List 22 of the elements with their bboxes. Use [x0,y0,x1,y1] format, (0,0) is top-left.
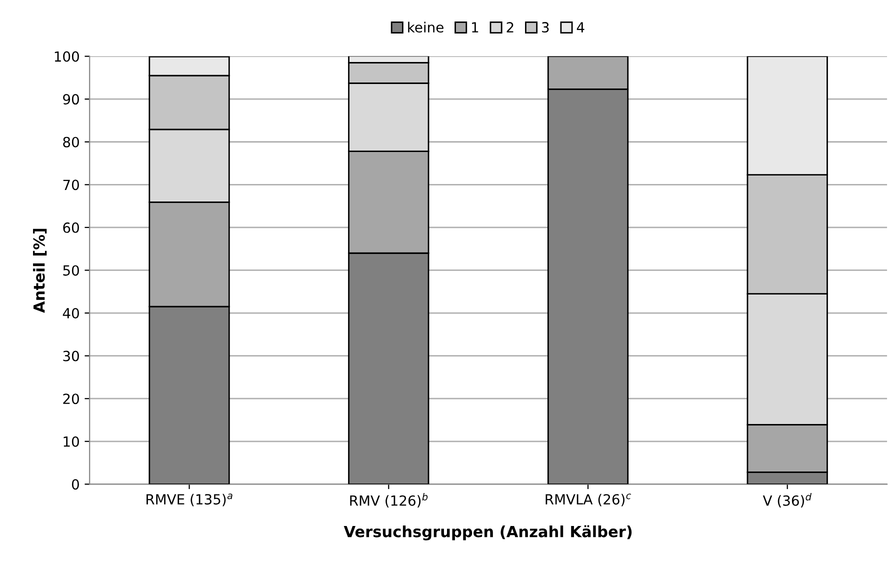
y-tick-label: 100 [54,51,79,62]
x-tick-label: RMVLA (26)$^{c}$ [546,494,632,506]
legend-label: 2 [506,22,514,32]
y-tick-label: 40 [62,308,79,318]
y-tick-label: 10 [64,436,79,447]
legend-label: 3 [542,22,549,33]
x-axis-title: Versuchsgruppen (Anzahl Kälber) [344,525,632,540]
y-tick-label: 0 [72,479,79,490]
legend-label: 1 [472,22,478,32]
legend-label: keine [408,22,444,33]
legend-label: 4 [576,22,584,32]
x-tick-label: RMV (126)$^{b}$ [350,492,428,508]
x-tick-label: V (36)$^{d}$ [762,492,812,508]
y-tick-label: 30 [63,350,79,362]
y-tick-label: 50 [63,265,79,276]
y-tick-label: 70 [63,180,79,190]
y-tick-label: 20 [63,394,79,404]
y-tick-label: 60 [63,222,79,233]
x-tick-label: RMVE (135)$^{a}$ [146,494,232,506]
y-tick-label: 90 [63,94,79,105]
y-tick-label: 80 [63,136,79,148]
y-axis-title: Anteil [%] [33,228,47,313]
